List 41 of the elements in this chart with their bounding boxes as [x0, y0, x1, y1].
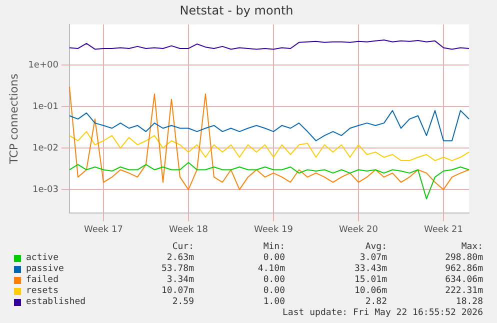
legend-label: passive: [26, 264, 64, 275]
legend-label: established: [26, 297, 86, 308]
text: 2.82: [365, 297, 387, 308]
y-tick-label: 1e-03: [32, 184, 58, 195]
text: 0.00: [263, 275, 285, 286]
y-axis-title: TCP connections: [7, 73, 20, 165]
text: 222.31m: [445, 286, 483, 297]
x-tick-label: Week 18: [168, 224, 208, 235]
text: 2.59: [172, 297, 194, 308]
text: Cur:: [172, 242, 194, 253]
text: 18.28: [456, 297, 483, 308]
text: 10.07m: [161, 286, 194, 297]
text: Max:: [461, 242, 483, 253]
text: 0.00: [263, 253, 285, 264]
text: 15.01m: [354, 275, 387, 286]
text: 3.07m: [360, 253, 387, 264]
y-tick-label: 1e+00: [28, 60, 59, 70]
legend-label: active: [26, 253, 59, 264]
x-tick-label: Week 21: [424, 224, 463, 235]
chart-title: Netstat - by month: [180, 3, 294, 18]
text: 298.80m: [445, 253, 483, 264]
text: 33.43m: [354, 264, 387, 275]
text: 2.63m: [166, 253, 194, 264]
text: Min:: [263, 242, 285, 253]
text: Last update: Fri May 22 16:55:52 2026: [282, 308, 483, 319]
text: 962.86m: [445, 264, 483, 275]
text: 10.06m: [354, 286, 387, 297]
text: 634.06m: [445, 275, 483, 286]
legend-label: resets: [26, 286, 59, 297]
x-tick-label: Week 17: [84, 224, 123, 235]
legend-label: failed: [26, 275, 59, 286]
text: 53.78m: [161, 264, 194, 275]
x-tick-label: Week 19: [254, 224, 294, 235]
text: 3.34m: [166, 275, 194, 286]
y-tick-label: 1e-01: [32, 102, 58, 112]
y-tick-label: 1e-02: [32, 143, 58, 154]
x-tick-label: Week 20: [338, 224, 378, 235]
text: Avg:: [365, 242, 387, 253]
text: 0.00: [263, 286, 285, 297]
text: 4.10m: [258, 264, 285, 275]
text: 1.00: [263, 297, 285, 308]
